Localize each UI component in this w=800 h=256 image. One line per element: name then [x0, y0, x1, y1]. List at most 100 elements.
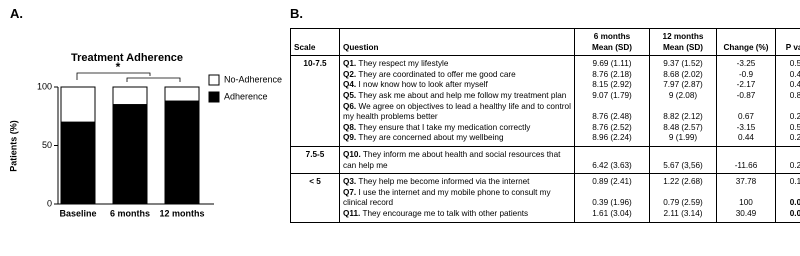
question-cell: Q6. We agree on objectives to lead a hea… [339, 101, 575, 123]
p-value: 0.006 [775, 208, 800, 223]
value-cell: -0.87 [716, 90, 776, 102]
value-cell: 0.44 [716, 133, 776, 147]
question-text: They help me become informed via the int… [358, 177, 530, 187]
table-row: 10-7.5 Q1. They respect my lifestyle 9.69 … [290, 55, 800, 147]
y-tick-label: 100 [37, 81, 52, 91]
table-row: Q4. I now know how to look after myself 8… [291, 80, 800, 91]
scale-cell: 10-7.5 [290, 55, 340, 147]
value-cell: 1.22 (2.68) [649, 173, 717, 188]
value-cell: -0.9 [716, 69, 776, 81]
table-row: Q2. They are coordinated to offer me goo… [291, 69, 800, 81]
question-cell: Q9. They are concerned about my wellbein… [339, 133, 575, 147]
question-cell: Q4. I now know how to look after myself [339, 80, 575, 91]
p-value: 0.229 [775, 146, 800, 175]
value-cell: 8.48 (2.57) [649, 122, 717, 134]
annotation: * [116, 60, 121, 74]
value-cell: 30.49 [716, 208, 776, 223]
value-cell: 9 (1.99) [649, 133, 717, 147]
value-cell: 9.69 (1.11) [574, 55, 650, 70]
bar-segment [60, 121, 96, 205]
header-text: Question [343, 42, 379, 52]
question-id: Q9. [343, 133, 357, 143]
question-id: Q10. [343, 149, 361, 159]
question-cell: Q2. They are coordinated to offer me goo… [339, 69, 575, 81]
question-text: They encourage me to talk with other pat… [362, 208, 529, 218]
question-text: I now know how to look after myself [358, 80, 488, 90]
panel-label: A. [10, 6, 23, 21]
question-id: Q5. [343, 90, 357, 100]
bar-segment [164, 86, 200, 102]
column-header: Change (%) [716, 27, 776, 57]
value-cell: 8.96 (2.24) [574, 133, 650, 147]
value-cell: 7.97 (2.87) [649, 80, 717, 91]
question-text: They respect my lifestyle [358, 59, 449, 69]
value-cell: 1.61 (3.04) [574, 208, 650, 223]
value-cell: 9 (2.08) [649, 90, 717, 102]
value-cell: -2.17 [716, 80, 776, 91]
table-row: 7.5-5 Q10. They inform me about health an… [290, 146, 800, 175]
value-cell: -3.25 [716, 55, 776, 70]
value-cell: 8.76 (2.52) [574, 122, 650, 134]
header-text: Mean (SD) [662, 42, 704, 52]
question-id: Q11. [343, 208, 361, 218]
p-value: 0.238 [775, 133, 800, 147]
column-header: Scale [290, 27, 340, 57]
question-id: Q2. [343, 69, 357, 79]
scale-cell: < 5 [290, 173, 340, 223]
bar-segment [112, 86, 148, 106]
x-tick-label: Baseline [59, 208, 96, 218]
table-row: < 5 Q3. They help me become informed via … [290, 173, 800, 223]
question-id: Q6. [343, 101, 357, 111]
question-cell: Q1. They respect my lifestyle [339, 55, 575, 70]
column-header: P value [775, 27, 800, 57]
value-cell: 37.78 [716, 173, 776, 188]
p-value: 0.429 [775, 69, 800, 81]
value-cell: 8.76 (2.48) [574, 101, 650, 123]
question-id: Q3. [343, 177, 357, 187]
value-cell: 8.82 (2.12) [649, 101, 717, 123]
legend-swatch [208, 74, 220, 86]
table: Scale Question 6 months Mean (SD) 12 months M… [290, 27, 800, 223]
value-cell: 0.39 (1.96) [574, 187, 650, 209]
question-id: Q7. [343, 187, 357, 197]
header-text: P value [785, 42, 800, 52]
column-header: 12 months Mean (SD) [649, 27, 717, 57]
header-text: Mean (SD) [591, 42, 633, 52]
table-row: Q7. I use the internet and my mobile pho… [291, 187, 800, 209]
header-text: 12 months [662, 32, 704, 41]
value-cell: 8.76 (2.18) [574, 69, 650, 81]
question-id: Q1. [343, 59, 357, 69]
question-cell: Q3. They help me become informed via the… [339, 173, 575, 188]
value-cell: 9.37 (1.52) [649, 55, 717, 70]
question-id: Q4. [343, 80, 357, 90]
value-cell: -3.15 [716, 122, 776, 134]
value-cell: 2.11 (3.14) [649, 208, 717, 223]
value-cell: 5.67 (3,56) [649, 146, 717, 175]
value-cell: -11.66 [716, 146, 776, 175]
value-cell: 9.07 (1.79) [574, 90, 650, 102]
chart-title: Treatment Adherence [71, 52, 183, 64]
question-text: They are concerned about my wellbeing [358, 133, 504, 143]
question-text: They inform me about health and social r… [343, 149, 561, 170]
bar-segment [60, 86, 96, 123]
value-cell: 0.89 (2.41) [574, 173, 650, 188]
legend-label: No-Adherence [224, 74, 282, 84]
question-cell: Q10. They inform me about health and soc… [339, 146, 575, 175]
panel-label: B. [290, 6, 303, 21]
value-cell: 100 [716, 187, 776, 209]
scale-cell: 7.5-5 [290, 146, 340, 175]
question-text: They ensure that I take my medication co… [358, 122, 531, 132]
question-id: Q8. [343, 122, 357, 132]
value-cell: 8.15 (2.92) [574, 80, 650, 91]
y-axis-label: Patients (%) [8, 120, 18, 172]
p-value: 0.022 [775, 187, 800, 209]
p-value: 0.587 [775, 55, 800, 70]
bar-segment [164, 100, 200, 205]
value-cell: 8.68 (2.02) [649, 69, 717, 81]
significance-bracket [76, 72, 181, 82]
table-row: Q9. They are concerned about my wellbein… [291, 133, 800, 147]
value-cell: 0.67 [716, 101, 776, 123]
value-cell: 6.42 (3.63) [574, 146, 650, 175]
question-text: We agree on objectives to lead a healthy… [343, 101, 571, 122]
